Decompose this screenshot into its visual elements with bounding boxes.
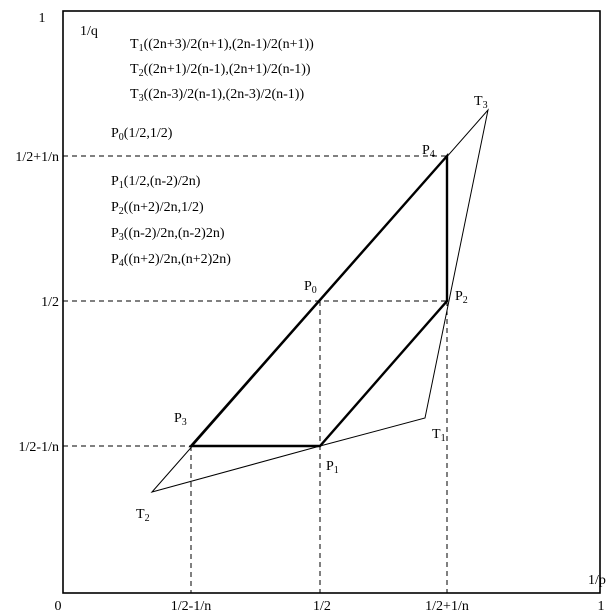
x-axis-label: 1/p (588, 573, 606, 588)
x-tick-middle: 1/2 (313, 599, 331, 614)
point-label-p1: P1 (326, 459, 339, 476)
legend-t2: T2((2n+1)/2(n-1),(2n+1)/2(n-1)) (130, 62, 311, 79)
legend-p3: P3((n-2)/2n,(n-2)2n) (111, 226, 225, 243)
legend-p4: P4((n+2)/2n,(n+2)2n) (111, 252, 231, 269)
legend-t1: T1((2n+3)/2(n+1),(2n-1)/2(n+1)) (130, 37, 314, 54)
origin-label: 0 (55, 599, 62, 614)
inner-region-outline (188, 152, 449, 448)
x-tick-right: 1/2+1/n (425, 599, 469, 614)
legend-p0: P0(1/2,1/2) (111, 126, 173, 143)
legend-p1: P1(1/2,(n-2)/2n) (111, 174, 201, 191)
point-label-p0: P0 (304, 279, 317, 296)
point-label-t2: T2 (136, 507, 150, 524)
legend-t3: T3((2n-3)/2(n-1),(2n-3)/2(n-1)) (130, 87, 304, 104)
x-tick-left: 1/2-1/n (171, 599, 211, 614)
point-label-t3: T3 (474, 94, 488, 111)
point-label-t1: T1 (432, 427, 446, 444)
y-axis-max-label: 1 (39, 11, 46, 26)
point-label-p3: P3 (174, 411, 187, 428)
point-label-p2: P2 (455, 289, 468, 306)
x-axis-max-label: 1 (598, 599, 605, 614)
plot-frame (62, 10, 601, 594)
guide-lines (63, 155, 448, 593)
y-tick-lower: 1/2-1/n (19, 440, 59, 455)
point-label-p4: P4 (422, 143, 435, 160)
y-tick-middle: 1/2 (41, 295, 59, 310)
y-axis-label: 1/q (80, 24, 98, 39)
legend-p2: P2((n+2)/2n,1/2) (111, 200, 204, 217)
y-tick-upper: 1/2+1/n (15, 150, 59, 165)
